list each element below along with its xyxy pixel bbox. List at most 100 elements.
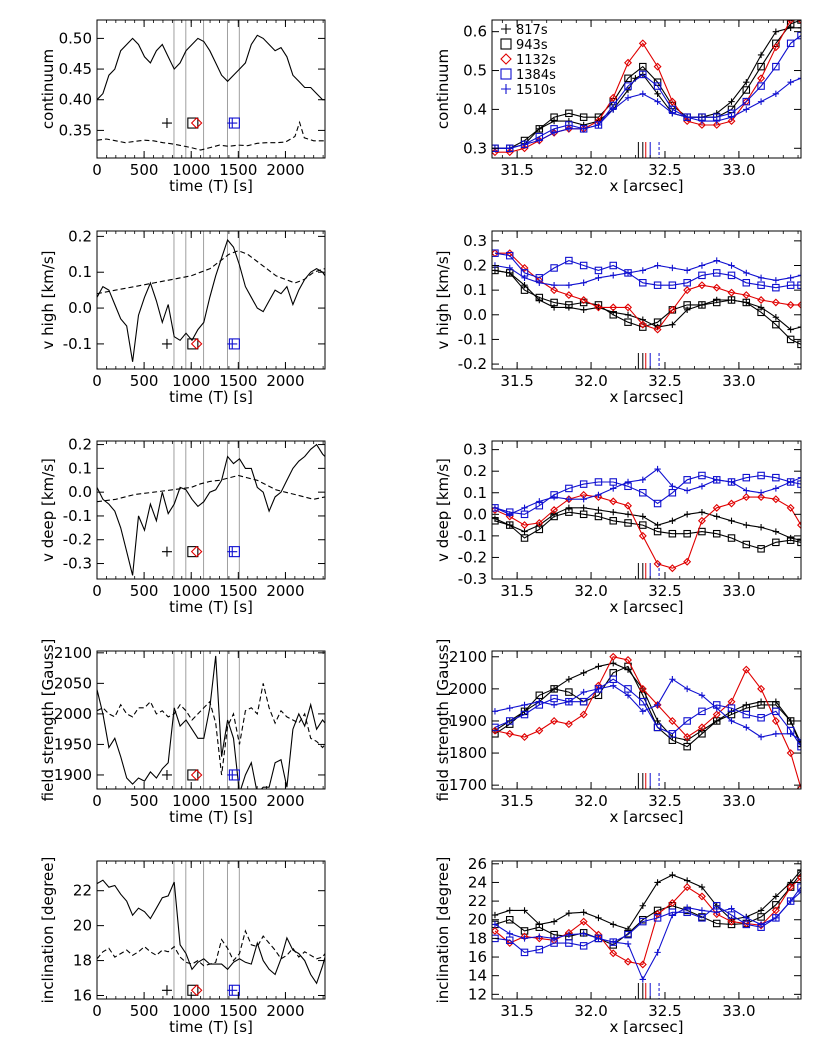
x-tick-label: 33.0 (722, 372, 755, 390)
data-point (787, 730, 794, 737)
series-line (494, 662, 801, 747)
data-point (743, 106, 750, 113)
data-point (772, 62, 780, 71)
data-point (772, 28, 780, 35)
data-point (580, 279, 587, 286)
data-point (728, 262, 735, 269)
series-line (494, 886, 801, 953)
data-point (564, 495, 573, 504)
data-point (579, 710, 588, 719)
x-tick-label: 1500 (219, 582, 257, 600)
plot-frame (96, 19, 326, 159)
plot-frame (96, 440, 326, 580)
data-point (698, 117, 706, 125)
plot-frame (491, 230, 802, 370)
data-point (742, 710, 751, 719)
data-point (536, 137, 543, 144)
data-point (653, 62, 662, 71)
data-point (580, 688, 587, 696)
time-symbol (190, 545, 203, 558)
data-point (653, 325, 662, 334)
series-line (97, 683, 325, 776)
y-tick-label: 0.2 (463, 257, 487, 275)
data-point (698, 707, 706, 716)
data-point (797, 784, 801, 789)
x-axis-label: time (T) [s] (169, 598, 253, 616)
data-point (536, 279, 543, 286)
data-point (771, 906, 780, 915)
data-point (639, 70, 647, 79)
data-point (639, 917, 647, 926)
time-symbol (227, 118, 238, 129)
data-point (713, 909, 720, 916)
data-point (595, 274, 602, 282)
data-point (786, 536, 795, 544)
data-point (727, 917, 736, 926)
data-point (624, 318, 632, 326)
y-tick-label: 20 (73, 917, 92, 935)
data-point (580, 125, 587, 133)
data-point (712, 503, 721, 512)
data-point (742, 919, 751, 928)
data-point (728, 113, 735, 121)
x-axis-label: time (T) [s] (169, 808, 253, 826)
data-point (609, 675, 617, 683)
x-axis-label: x [arcsec] (610, 1018, 684, 1036)
x-axis-label: x [arcsec] (610, 177, 684, 195)
data-point (698, 907, 706, 914)
data-point (698, 262, 706, 269)
x-tick-label: 33.0 (722, 1002, 755, 1020)
data-point (698, 883, 706, 891)
plot-frame (491, 650, 802, 790)
data-point (565, 117, 573, 125)
data-point (565, 939, 573, 947)
x-tick-label: 2000 (266, 792, 304, 810)
data-point (683, 557, 692, 566)
x-axis-label: x [arcsec] (610, 598, 684, 616)
x-tick-label: 33.0 (722, 161, 755, 179)
data-point (653, 559, 662, 568)
data-point (550, 506, 559, 514)
data-point (624, 940, 632, 948)
data-point (742, 920, 751, 929)
x-tick-label: 32.0 (574, 161, 607, 179)
x-tick-label: 500 (130, 582, 159, 600)
data-point (713, 110, 720, 117)
data-point (713, 476, 720, 484)
data-point (668, 898, 677, 907)
legend-label: 1384s (516, 68, 556, 83)
data-point (786, 20, 795, 24)
y-axis-label: inclination [degree] (39, 857, 57, 1004)
data-point (669, 676, 676, 683)
data-point (683, 877, 691, 884)
panel-sp1: 31.5 32.0 32.5 33.0 0.3 0.4 0.5 0.6 x [arcsec] co… (434, 19, 802, 195)
data-point (639, 267, 647, 274)
data-point (757, 913, 765, 921)
data-point (624, 957, 632, 966)
x-tick-label: 500 (130, 372, 159, 390)
data-point (580, 306, 587, 314)
y-axis-label: continuum (39, 49, 57, 129)
data-point (797, 888, 801, 895)
data-point (639, 521, 647, 529)
data-point (579, 298, 588, 307)
data-point (609, 311, 617, 319)
data-point (639, 976, 647, 983)
y-tick-label: 0.50 (59, 29, 92, 47)
data-point (713, 117, 720, 125)
data-point (757, 274, 765, 282)
data-point (797, 300, 801, 309)
data-point (565, 256, 573, 265)
y-tick-label: 0.3 (463, 139, 487, 157)
data-point (624, 82, 632, 90)
data-point (742, 493, 751, 502)
plot-area (97, 231, 325, 369)
data-point (654, 465, 661, 473)
series-line (495, 252, 801, 331)
y-tick-label: 22 (73, 882, 92, 900)
plot-frame (491, 19, 802, 159)
x-tick-label: 2000 (266, 161, 304, 179)
data-point (683, 742, 691, 751)
x-tick-label: 31.5 (500, 792, 533, 810)
data-point (506, 907, 513, 914)
